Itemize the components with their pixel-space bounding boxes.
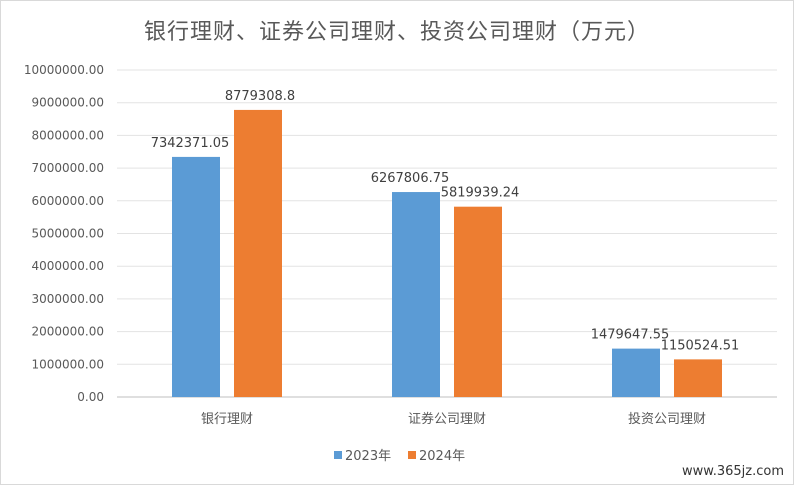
y-tick-label: 5000000.00 [31, 227, 104, 241]
y-tick-label: 10000000.00 [24, 63, 104, 77]
data-label: 5819939.24 [441, 186, 520, 201]
bar-series-1 [392, 192, 440, 397]
legend-label: 2024年 [419, 449, 465, 464]
x-category-label: 证券公司理财 [408, 411, 486, 427]
watermark: www.365jz.com [682, 464, 784, 479]
y-tick-label: 6000000.00 [31, 194, 104, 208]
data-label: 6267806.75 [371, 171, 450, 186]
x-category-label: 银行理财 [201, 412, 253, 427]
legend-swatch [408, 451, 416, 459]
y-tick-label: 8000000.00 [31, 128, 104, 142]
bar-series-2 [454, 206, 502, 397]
data-label: 8779308.8 [225, 89, 295, 104]
bar-series-2 [674, 359, 722, 397]
x-category-label: 投资公司理财 [628, 411, 706, 427]
y-tick-label: 2000000.00 [31, 325, 104, 339]
y-tick-label: 0.00 [77, 390, 104, 404]
legend-swatch [334, 451, 342, 459]
data-label: 7342371.05 [151, 136, 230, 151]
y-tick-label: 1000000.00 [31, 357, 104, 371]
y-tick-label: 3000000.00 [31, 292, 104, 306]
data-label: 1150524.51 [661, 338, 740, 353]
legend-label: 2023年 [345, 449, 391, 464]
bar-series-2 [234, 109, 282, 398]
y-tick-label: 7000000.00 [31, 161, 104, 175]
bar-series-1 [172, 156, 220, 397]
chart-title: 银行理财、证券公司理财、投资公司理财（万元） [143, 20, 650, 45]
y-tick-label: 4000000.00 [31, 259, 104, 273]
bar-series-1 [612, 348, 660, 397]
data-label: 1479647.55 [591, 328, 670, 343]
y-tick-label: 9000000.00 [31, 96, 104, 110]
